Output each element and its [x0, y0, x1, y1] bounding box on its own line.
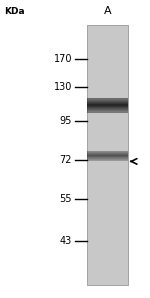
Bar — [87, 151, 128, 152]
Text: 55: 55 — [60, 194, 72, 204]
Bar — [87, 100, 128, 101]
Bar — [87, 111, 128, 113]
Text: 95: 95 — [60, 116, 72, 126]
Bar — [87, 25, 128, 285]
Bar — [87, 104, 128, 105]
Text: 170: 170 — [54, 54, 72, 64]
Bar — [87, 159, 128, 160]
Bar — [87, 109, 128, 110]
Text: KDa: KDa — [4, 7, 25, 16]
Bar — [87, 153, 128, 154]
Text: 43: 43 — [60, 236, 72, 246]
Bar — [87, 154, 128, 155]
Bar — [87, 160, 128, 161]
Text: 130: 130 — [54, 82, 72, 92]
Bar — [87, 158, 128, 159]
Bar — [87, 110, 128, 111]
Text: 72: 72 — [60, 155, 72, 165]
Bar — [87, 156, 128, 157]
Bar — [87, 155, 128, 156]
Bar — [87, 98, 128, 100]
Bar — [87, 108, 128, 109]
Bar — [87, 105, 128, 107]
Bar — [87, 102, 128, 103]
Text: A: A — [104, 6, 111, 16]
Bar — [87, 101, 128, 102]
Bar — [87, 152, 128, 153]
Bar — [87, 103, 128, 104]
Bar — [87, 107, 128, 108]
Bar — [87, 157, 128, 158]
